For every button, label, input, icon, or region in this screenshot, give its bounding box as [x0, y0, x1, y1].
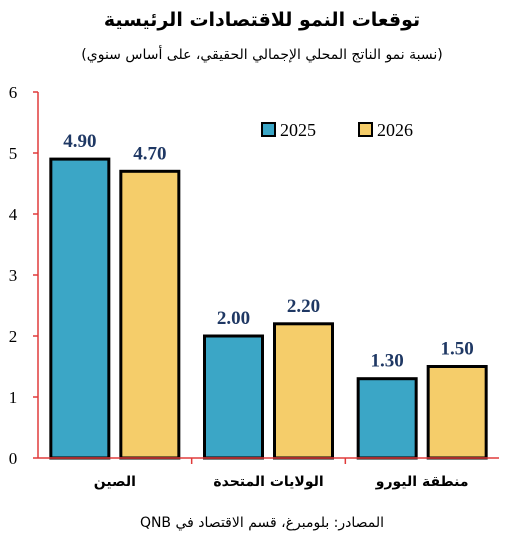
value-label-2025-0: 4.90 [63, 131, 96, 152]
y-tick-label-2: 2 [9, 327, 18, 346]
bar-2025-0 [49, 157, 111, 460]
value-labels: 4.90 4.70 2.00 2.20 1.30 1.50 [63, 131, 474, 372]
chart-subtitle: (نسبة نمو الناتج المحلي الإجمالي الحقيقي… [81, 45, 442, 63]
chart-title: توقعات النمو للاقتصادات الرئيسية [104, 9, 420, 31]
value-label-2026-2: 1.50 [441, 339, 474, 360]
bar-2026-1 [273, 322, 334, 460]
legend: 2025 2026 [261, 120, 413, 140]
chart-source: المصادر: بلومبرغ، قسم الاقتصاد في QNB [140, 515, 384, 531]
bar-2025-1 [203, 334, 264, 460]
bars [49, 157, 488, 460]
category-label-0: الصين [94, 474, 136, 490]
y-tick-label-4: 4 [9, 205, 18, 224]
y-tick-label-0: 0 [9, 449, 18, 468]
value-label-2026-1: 2.20 [287, 296, 320, 317]
category-labels: الصين الولايات المتحدة منطقة اليورو [94, 474, 469, 490]
value-label-2025-2: 1.30 [371, 351, 404, 372]
legend-swatch-2026 [358, 122, 373, 137]
y-tick-label-1: 1 [9, 388, 18, 407]
bar-2026-0 [119, 169, 181, 460]
legend-label-2025: 2025 [280, 120, 316, 140]
y-axis-ticks: 0 1 2 3 4 5 6 [9, 83, 38, 468]
value-label-2026-0: 4.70 [133, 143, 166, 164]
y-tick-label-5: 5 [9, 144, 18, 163]
category-label-1: الولايات المتحدة [213, 474, 323, 490]
axes [37, 92, 499, 464]
value-label-2025-1: 2.00 [217, 308, 250, 329]
legend-swatch-2025 [261, 122, 276, 137]
y-tick-label-6: 6 [9, 83, 18, 102]
y-tick-label-3: 3 [9, 266, 18, 285]
category-label-2: منطقة اليورو [375, 474, 469, 490]
legend-label-2026: 2026 [377, 120, 413, 140]
bar-2026-2 [426, 365, 488, 460]
bar-2025-2 [356, 377, 418, 460]
